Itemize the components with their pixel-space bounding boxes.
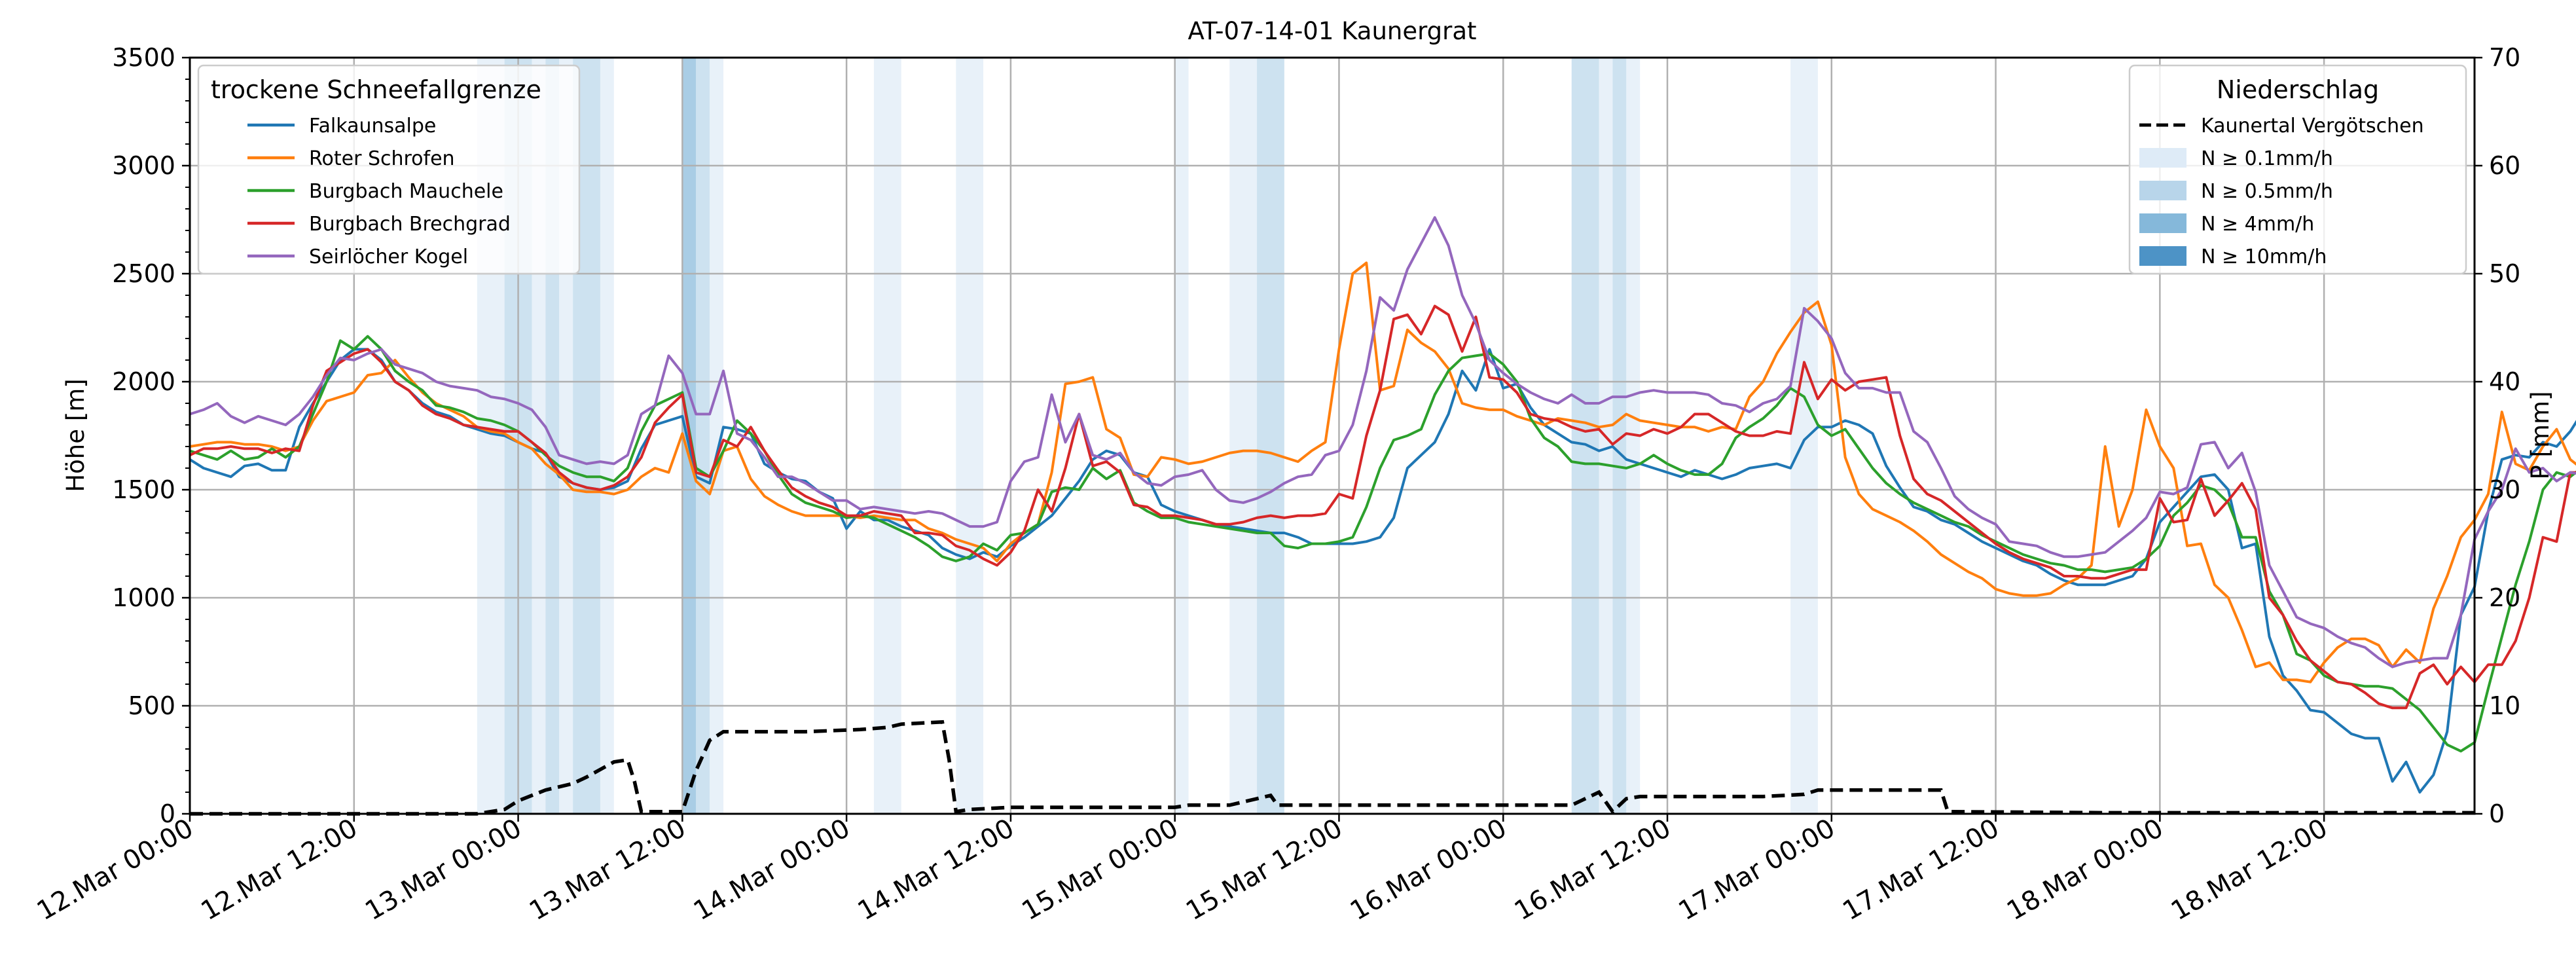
plot-frame bbox=[189, 56, 2476, 815]
legend-level-swatch bbox=[2139, 213, 2186, 233]
legend-precip-frame bbox=[2128, 64, 2467, 275]
y2-tick-label: 60 bbox=[2489, 151, 2520, 180]
legend-level-swatch bbox=[2139, 246, 2186, 266]
y2-tick-label: 50 bbox=[2489, 259, 2520, 288]
series-line-roter-schrofen bbox=[189, 261, 2576, 684]
precip-band bbox=[1571, 58, 1599, 814]
chart-title: AT-07-14-01 Kaunergrat bbox=[1188, 17, 1476, 45]
legend-level-label: N ≥ 0.5mm/h bbox=[2201, 180, 2333, 203]
y-tick-label: 2000 bbox=[112, 367, 175, 396]
legend-precip-station: Kaunertal Vergötschen bbox=[2201, 115, 2424, 137]
y-tick-label: 500 bbox=[128, 691, 175, 720]
precip-band bbox=[1790, 58, 1818, 814]
precip-band bbox=[1612, 58, 1627, 814]
legend-precip: Niederschlag Kaunertal Vergötschen N ≥ 0… bbox=[2128, 64, 2467, 275]
legend-label: Roter Schrofen bbox=[309, 147, 455, 170]
y2-axis-label: P [mm] bbox=[2526, 391, 2554, 479]
legend-precip-levels: N ≥ 0.1mm/h N ≥ 0.5mm/h N ≥ 4mm/h N ≥ 10mm/… bbox=[2139, 147, 2333, 268]
legend-label: Burgbach Mauchele bbox=[309, 180, 503, 203]
legend-level-label: N ≥ 4mm/h bbox=[2201, 213, 2314, 236]
precip-line bbox=[190, 720, 2475, 816]
precip-band bbox=[710, 58, 724, 814]
legend-snowfall-items: Falkaunsalpe Roter Schrofen Burgbach Mauch… bbox=[247, 115, 511, 268]
legend-label: Falkaunsalpe bbox=[309, 115, 436, 137]
legend-label: Seirlöcher Kogel bbox=[309, 246, 468, 268]
y2-tick-label: 20 bbox=[2489, 583, 2520, 612]
precip-band bbox=[873, 58, 901, 814]
precip-band bbox=[696, 58, 710, 814]
precip-band bbox=[956, 58, 984, 814]
legend-snowfall: trockene Schneefallgrenze Falkaunsalpe Ro… bbox=[197, 64, 581, 275]
y-axis-label: Höhe [m] bbox=[62, 378, 90, 492]
series-line-burgbach-mauchele bbox=[189, 335, 2576, 753]
legend-level-swatch bbox=[2139, 181, 2186, 200]
y-tick-label: 0 bbox=[160, 799, 175, 828]
legend-label: Burgbach Brechgrad bbox=[309, 213, 511, 236]
y2-tick-label: 0 bbox=[2489, 799, 2505, 828]
series-line-seirl-cher-kogel bbox=[189, 216, 2576, 668]
y2-tick-label: 10 bbox=[2489, 691, 2520, 720]
y-tick-label: 1000 bbox=[112, 583, 175, 612]
y-tick-label: 2500 bbox=[112, 259, 175, 288]
y-tick-label: 3500 bbox=[112, 43, 175, 72]
y2-tick-label: 70 bbox=[2489, 43, 2520, 72]
y2-tick-label: 30 bbox=[2489, 475, 2520, 504]
legend-snowfall-title: trockene Schneefallgrenze bbox=[211, 75, 541, 104]
precip-band bbox=[600, 58, 614, 814]
legend-precip-title: Niederschlag bbox=[2217, 75, 2379, 104]
precip-band bbox=[1174, 58, 1189, 814]
legend-snowfall-frame bbox=[197, 64, 581, 275]
legend-level-swatch bbox=[2139, 148, 2186, 168]
series-line-burgbach-brechgrad bbox=[189, 304, 2576, 710]
series-lines bbox=[189, 216, 2576, 816]
precip-band bbox=[1229, 58, 1258, 814]
precip-band bbox=[1257, 58, 1284, 814]
legend-level-label: N ≥ 10mm/h bbox=[2201, 246, 2327, 268]
y-tick-label: 1500 bbox=[112, 475, 175, 504]
legend-level-label: N ≥ 0.1mm/h bbox=[2201, 147, 2333, 170]
y2-tick-label: 40 bbox=[2489, 367, 2520, 396]
y-tick-label: 3000 bbox=[112, 151, 175, 180]
